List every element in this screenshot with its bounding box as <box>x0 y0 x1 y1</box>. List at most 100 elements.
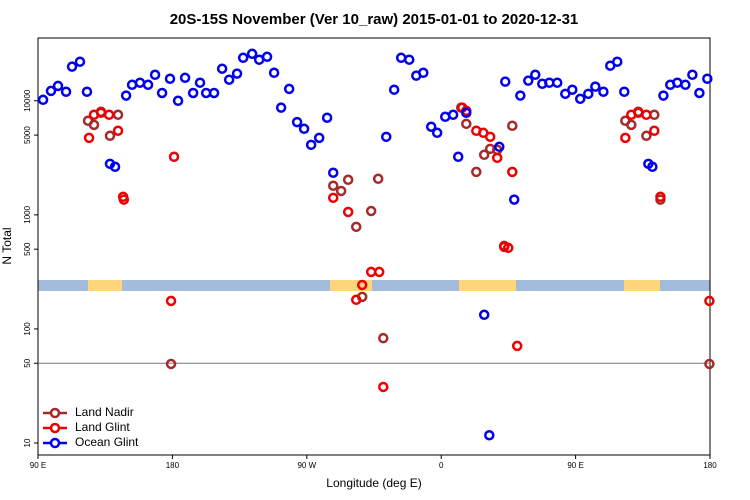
point <box>658 90 669 101</box>
point <box>327 192 339 204</box>
point <box>372 173 384 185</box>
point <box>95 107 107 119</box>
point <box>305 139 317 151</box>
point <box>231 68 243 79</box>
point <box>515 90 526 101</box>
point <box>168 151 180 163</box>
point <box>620 132 631 144</box>
point <box>523 75 534 86</box>
point <box>567 84 578 95</box>
y-tick-label: 500 <box>23 242 32 256</box>
point <box>291 116 303 128</box>
point <box>511 340 523 352</box>
point <box>530 69 541 81</box>
point <box>507 120 518 131</box>
point <box>342 206 354 218</box>
point <box>109 161 121 173</box>
x-tick-label: 90 E <box>567 461 583 470</box>
point <box>612 56 623 67</box>
point <box>478 309 490 321</box>
point <box>313 132 325 144</box>
x-tick-label: 180 <box>166 461 180 470</box>
point <box>704 358 715 370</box>
point <box>649 125 660 137</box>
point <box>37 94 49 106</box>
point <box>395 52 407 64</box>
point <box>672 77 683 88</box>
point <box>583 88 594 100</box>
point <box>118 194 130 205</box>
point <box>447 109 459 121</box>
point <box>461 118 472 130</box>
x-tick-label: 180 <box>703 461 717 470</box>
point <box>223 74 235 85</box>
point <box>165 358 177 370</box>
point <box>484 429 495 441</box>
point <box>350 221 362 233</box>
point <box>246 48 258 60</box>
point <box>298 123 310 135</box>
point <box>494 141 505 153</box>
point <box>633 107 644 119</box>
land-patch <box>330 280 372 291</box>
point <box>83 132 95 144</box>
x-axis-label: Longitude (deg E) <box>326 476 421 490</box>
point <box>194 77 206 88</box>
point <box>74 56 86 67</box>
point <box>452 151 464 163</box>
plot-frame <box>37 37 711 456</box>
point <box>216 63 228 74</box>
y-tick-label: 50 <box>23 358 32 367</box>
point <box>350 294 362 306</box>
point <box>342 174 354 186</box>
point <box>574 93 586 105</box>
point <box>478 149 490 161</box>
point <box>702 73 713 84</box>
point <box>641 130 652 142</box>
point <box>403 54 415 65</box>
point <box>373 266 385 278</box>
y-tick-label: 10 <box>23 438 32 447</box>
point <box>704 295 715 307</box>
point <box>461 107 472 119</box>
point <box>356 279 368 291</box>
ocean-strip <box>38 280 710 291</box>
land-patch <box>88 280 122 291</box>
x-tick-label: 90 W <box>297 461 316 470</box>
point <box>156 87 168 99</box>
point <box>378 332 389 344</box>
y-tick-label: 10000 <box>23 89 32 112</box>
point <box>503 242 514 254</box>
point <box>327 180 339 191</box>
y-tick-label: 5000 <box>23 126 32 144</box>
legend-label: Land Glint <box>75 420 130 434</box>
point <box>66 61 78 72</box>
y-tick-label: 1000 <box>23 205 32 223</box>
legend-marker <box>49 437 61 449</box>
point <box>655 191 666 203</box>
point <box>237 52 249 64</box>
point <box>619 86 630 97</box>
legend-label: Land Nadir <box>75 405 134 419</box>
point <box>321 112 333 123</box>
point <box>590 81 601 92</box>
point <box>60 86 72 97</box>
point <box>275 102 287 113</box>
point <box>134 77 146 88</box>
point <box>165 295 177 307</box>
point <box>500 76 511 87</box>
point <box>52 80 64 92</box>
x-tick-label: 90 E <box>30 461 46 470</box>
y-tick-label: 100 <box>23 322 32 336</box>
chart-title: 20S-15S November (Ver 10_raw) 2015-01-01… <box>170 11 579 28</box>
point <box>388 84 400 95</box>
point <box>626 119 637 131</box>
point <box>491 152 503 164</box>
point <box>142 79 154 91</box>
legend-marker <box>49 407 61 419</box>
point <box>431 127 443 139</box>
point <box>120 90 132 101</box>
point <box>268 67 280 79</box>
point <box>208 87 220 99</box>
